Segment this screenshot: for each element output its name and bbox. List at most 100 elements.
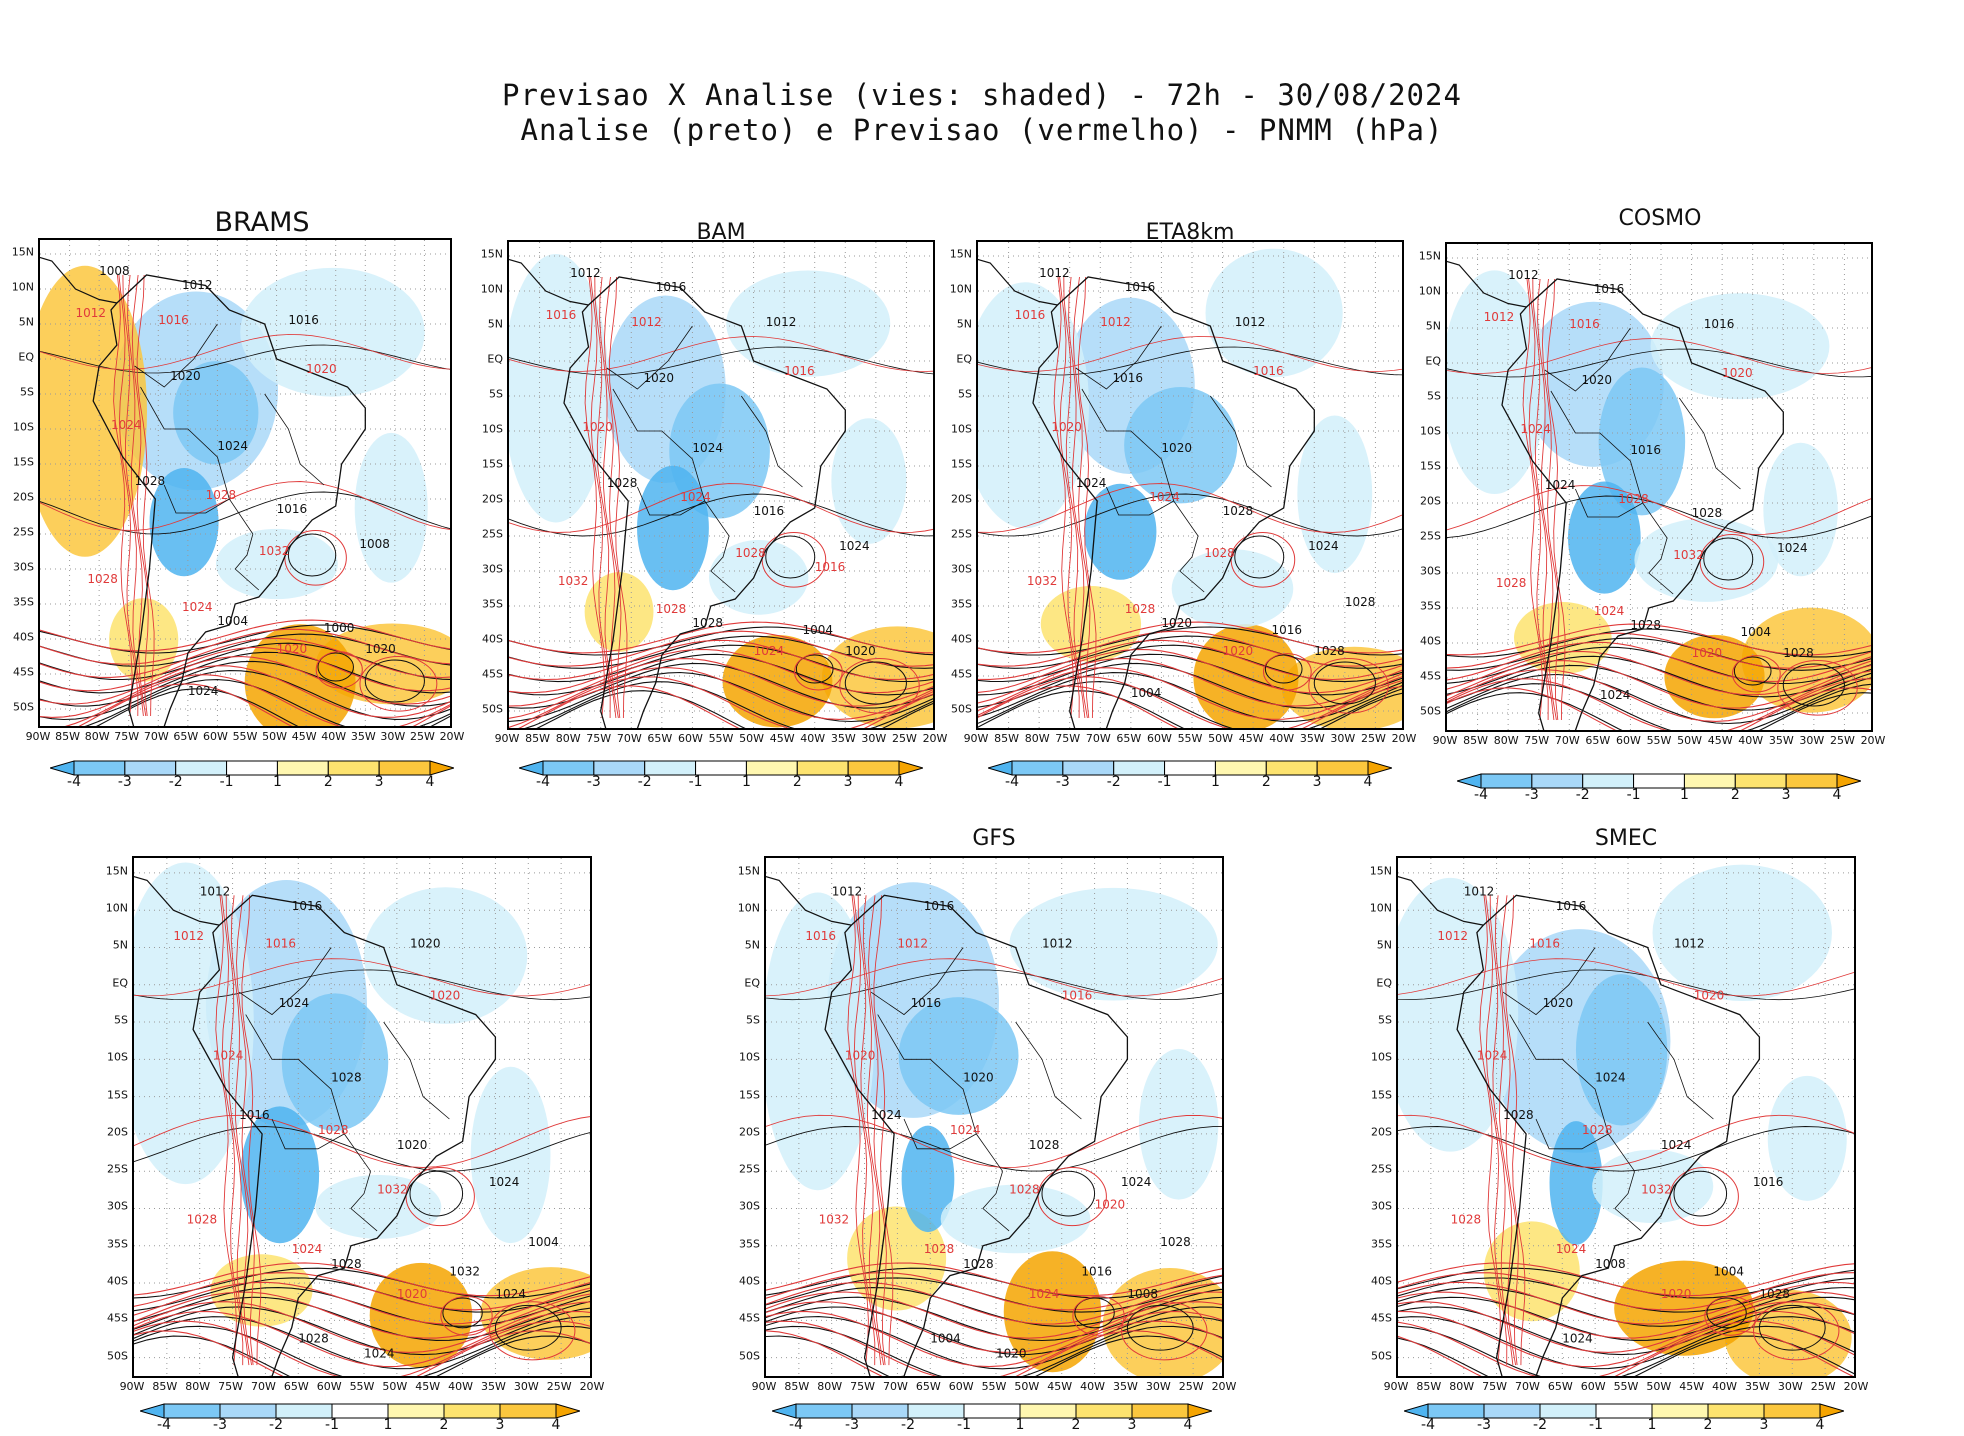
colorbar-max-arrow <box>1187 1403 1212 1419</box>
colorbar-segment <box>1595 1403 1653 1419</box>
forecast-isobar-label: 1020 <box>845 1048 876 1062</box>
bias-area <box>40 265 148 557</box>
forecast-isobar-label: 1020 <box>1692 646 1723 660</box>
forecast-isobar-label: 1016 <box>1529 936 1560 950</box>
bias-area <box>281 993 389 1131</box>
latitude-label: 20S <box>1420 494 1441 508</box>
latitude-label: 45S <box>1420 669 1441 683</box>
longitude-label: 30W <box>861 732 887 745</box>
latitude-label: 25S <box>107 1162 128 1176</box>
latitude-label: 10N <box>1418 284 1441 298</box>
colorbar-label: 2 <box>1071 1417 1081 1433</box>
colorbar-label: -2 <box>1533 1417 1547 1433</box>
analysis-isobar-label: 1016 <box>656 280 687 294</box>
colorbar-segment <box>1075 1403 1133 1419</box>
forecast-isobar-label: 1028 <box>1496 576 1527 590</box>
analysis-isobar-label: 1012 <box>1042 936 1073 950</box>
analysis-isobar-label: 1028 <box>1160 1235 1191 1249</box>
panel-title: COSMO <box>1618 206 1702 231</box>
longitude-label: 60W <box>316 1380 342 1393</box>
latitude-label: 40S <box>1420 634 1441 648</box>
latitude-label: 15N <box>105 864 128 878</box>
latitude-label: 25S <box>482 527 503 541</box>
longitude-label: 85W <box>1416 1380 1442 1393</box>
longitude-label: 25W <box>1178 1380 1204 1393</box>
colorbar-label: 4 <box>551 1417 561 1433</box>
colorbar-label: 4 <box>1363 774 1373 790</box>
analysis-isobar-label: 1012 <box>766 315 797 329</box>
latitude-label: 15N <box>1418 249 1441 263</box>
longitude-label: 90W <box>494 732 520 745</box>
latitude-label: 25S <box>13 525 34 539</box>
bias-area <box>1205 248 1343 378</box>
bias-area <box>210 1254 313 1327</box>
longitude-label: 80W <box>1493 734 1519 747</box>
bias-shading <box>766 882 1222 1376</box>
colorbar-label: -4 <box>157 1417 171 1433</box>
analysis-isobar-label: 1004 <box>1131 686 1162 700</box>
colorbar-label: -1 <box>219 774 234 790</box>
longitude-label: 55W <box>708 732 734 745</box>
colorbar-label: 1 <box>741 774 751 790</box>
forecast-isobar-label: 1020 <box>1722 366 1753 380</box>
forecast-isobar-label: 1024 <box>1477 1048 1508 1062</box>
bias-area <box>1767 1075 1847 1201</box>
latitude-label: 25S <box>1371 1162 1392 1176</box>
forecast-isobar-label: 1020 <box>1051 420 1082 434</box>
forecast-isobar-label: 1016 <box>1253 364 1284 378</box>
analysis-isobar-label: 1016 <box>1556 899 1587 913</box>
colorbar-min-arrow <box>519 760 544 776</box>
forecast-isobar-label: 1020 <box>277 642 308 656</box>
latitude-label: 5N <box>112 938 128 952</box>
latitude-label: 5S <box>114 1013 128 1027</box>
bias-area <box>1598 367 1686 516</box>
analysis-isobar-label: 1008 <box>1127 1287 1158 1301</box>
forecast-isobar-label: 1024 <box>111 418 142 432</box>
latitude-label: EQ <box>956 352 972 366</box>
forecast-isobar-label: 1024 <box>1556 1242 1587 1256</box>
longitude-label: 80W <box>817 1380 843 1393</box>
longitude-label: 65W <box>1585 734 1611 747</box>
pressure-bias-map: 1008 1012 1016 1020 1024 1028 1016 1008 1004 1000… <box>40 240 450 726</box>
country-border <box>140 386 254 535</box>
bias-area <box>1124 387 1238 504</box>
latitude-label: 15N <box>1369 864 1392 878</box>
latitude-label: 50S <box>739 1349 760 1363</box>
longitude-label: 55W <box>1646 734 1672 747</box>
colorbar-label: -4 <box>1474 787 1488 803</box>
analysis-isobar-label: 1024 <box>364 1347 395 1361</box>
map-frame: 1012 1016 1012 1016 1020 1024 1028 1024 1020 1016… <box>976 240 1404 730</box>
latitude-label: 45S <box>482 667 503 681</box>
longitude-label: 40W <box>1080 1380 1105 1393</box>
longitude-label: 35W <box>830 732 856 745</box>
latitude-label: 5S <box>1427 389 1441 403</box>
colorbar-label: -2 <box>901 1417 915 1433</box>
latitude-label: 10S <box>107 1050 128 1064</box>
longitude-label: 65W <box>1547 1380 1573 1393</box>
bias-area <box>240 267 425 397</box>
colorbar-segment <box>695 760 747 776</box>
latitude-label: 20S <box>13 490 34 504</box>
latitude-label: 5S <box>489 387 503 401</box>
longitude-label: 70W <box>143 730 169 743</box>
bias-area <box>1138 1048 1219 1200</box>
country-border <box>1209 395 1272 488</box>
colorbar-segment <box>1785 773 1838 789</box>
country-border <box>1550 390 1668 539</box>
colorbar-label: -3 <box>586 774 601 790</box>
country-border <box>1081 388 1199 537</box>
forecast-isobar-label: 1032 <box>558 574 589 588</box>
country-border <box>1575 488 1643 518</box>
analysis-isobar-label: 1012 <box>182 278 213 292</box>
analysis-isobar-label: 1016 <box>292 899 323 913</box>
longitude-label: 35W <box>1768 734 1794 747</box>
bias-area <box>1724 1289 1852 1376</box>
country-border <box>1075 325 1162 390</box>
forecast-isobar-label: 1032 <box>377 1183 408 1197</box>
analysis-isobar-label: 1016 <box>1113 371 1144 385</box>
forecast-isobar-label: 1012 <box>173 929 204 943</box>
longitude-label: 25W <box>1360 732 1386 745</box>
latitude-label: 10N <box>480 282 503 296</box>
longitude-label: 30W <box>1799 734 1825 747</box>
analysis-isobar-label: 1024 <box>1600 688 1631 702</box>
